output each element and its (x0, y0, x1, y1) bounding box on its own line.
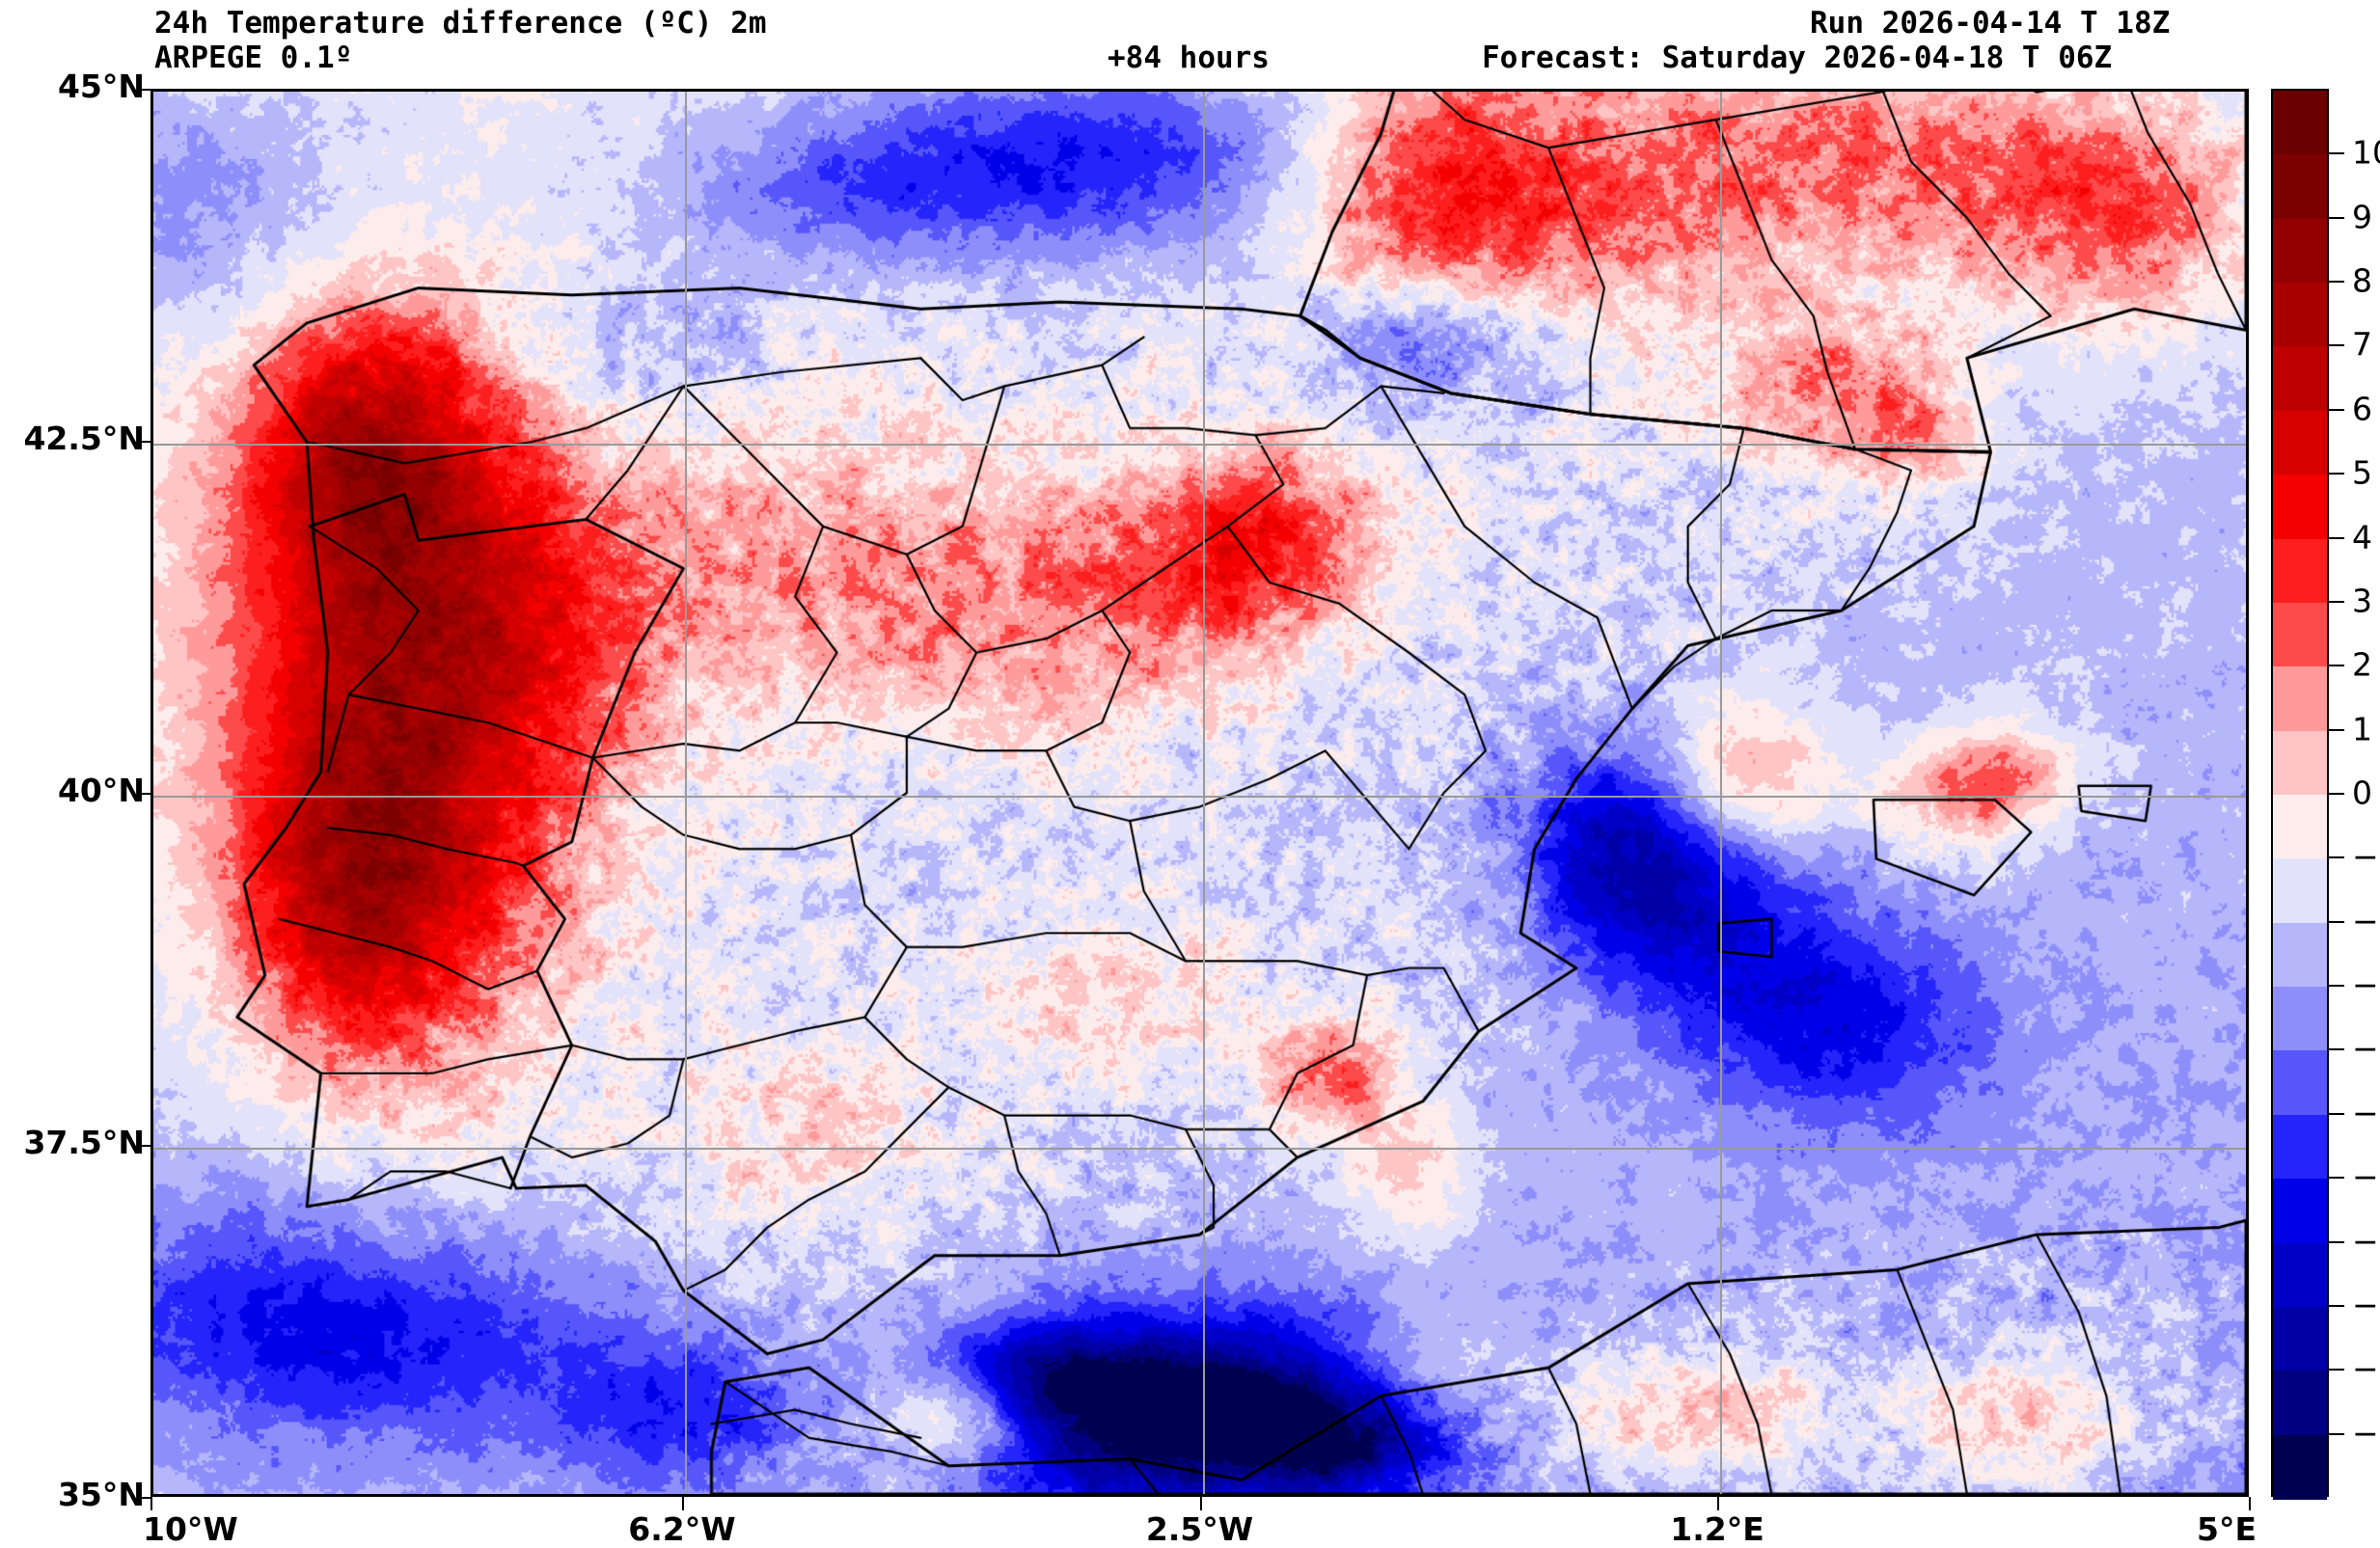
colorbar-tick-mark (2329, 281, 2344, 284)
y-axis-tick-label: 35°N (57, 1476, 145, 1513)
colorbar-segment (2273, 1242, 2327, 1308)
colorbar-tick-label: −3 (2352, 965, 2380, 1004)
colorbar-tick-mark (2329, 216, 2344, 219)
colorbar-tick-label: 3 (2352, 582, 2372, 620)
x-axis-tick-label: 6.2°W (628, 1510, 736, 1548)
colorbar-segment (2273, 602, 2327, 667)
colorbar-segment (2273, 283, 2327, 348)
colorbar-tick-mark (2329, 536, 2344, 539)
x-axis-tick-mark (1717, 1497, 1720, 1510)
colorbar-segment (2273, 91, 2327, 155)
model-label: ARPEGE 0.1º (154, 41, 353, 75)
y-axis-tick-mark (137, 793, 150, 795)
x-axis-tick-mark (150, 1497, 152, 1510)
y-axis-tick-label: 40°N (57, 772, 145, 809)
colorbar-gradient (2271, 89, 2329, 1500)
colorbar-segment (2273, 346, 2327, 412)
colorbar-segment (2273, 1179, 2327, 1244)
colorbar-segment (2273, 1371, 2327, 1436)
colorbar-tick-label: −9 (2352, 1349, 2380, 1388)
colorbar-tick-label: 6 (2352, 390, 2372, 428)
colorbar-segment (2273, 475, 2327, 540)
y-axis-tick-mark (137, 89, 150, 91)
y-axis-tick-label: 42.5°N (23, 420, 145, 457)
colorbar-tick-mark (2329, 1432, 2344, 1435)
colorbar-segment (2273, 1050, 2327, 1116)
colorbar-tick-mark (2329, 1240, 2344, 1243)
y-axis-tick-mark (137, 441, 150, 443)
colorbar-tick-mark (2329, 665, 2344, 667)
page-title: 24h Temperature difference (ºC) 2m (154, 6, 767, 41)
colorbar-segment (2273, 666, 2327, 732)
colorbar-tick-label: −2 (2352, 902, 2380, 940)
colorbar-segment (2273, 795, 2327, 859)
x-axis-tick-label: 2.5°W (1145, 1510, 1254, 1548)
colorbar-segment (2273, 1434, 2327, 1500)
colorbar-tick-label: 1 (2352, 710, 2372, 748)
colorbar-segment (2273, 858, 2327, 924)
colorbar-segment (2273, 1114, 2327, 1180)
y-axis-tick-label: 37.5°N (23, 1124, 145, 1161)
colorbar-tick-label: 5 (2352, 453, 2372, 492)
colorbar-tick-mark (2329, 856, 2344, 859)
y-axis-tick-mark (137, 1145, 150, 1147)
colorbar-tick-mark (2329, 985, 2344, 988)
colorbar-tick-label: 4 (2352, 518, 2372, 557)
colorbar-tick-label: −4 (2352, 1029, 2380, 1068)
colorbar-segment (2273, 410, 2327, 475)
colorbar-segment (2273, 987, 2327, 1052)
colorbar-tick-mark (2329, 728, 2344, 731)
x-axis-tick-mark (681, 1497, 684, 1510)
colorbar-tick-mark (2329, 1048, 2344, 1051)
lead-time-label: +84 hours (1108, 41, 1270, 75)
colorbar-tick-label: 7 (2352, 325, 2372, 364)
map-plot-area (150, 89, 2249, 1497)
colorbar-tick-label: 8 (2352, 261, 2372, 300)
colorbar-tick-label: −5 (2352, 1094, 2380, 1132)
colorbar-tick-label: 0 (2352, 774, 2372, 812)
temperature-difference-heatmap (153, 92, 2246, 1494)
x-axis-tick-label: 10°W (143, 1510, 238, 1548)
colorbar-segment (2273, 1306, 2327, 1371)
colorbar-tick-mark (2329, 600, 2344, 603)
colorbar-tick-mark (2329, 1304, 2344, 1307)
colorbar-tick-label: −7 (2352, 1222, 2380, 1261)
run-time-label: Run 2026-04-14 T 18Z (1810, 6, 2171, 41)
y-axis-tick-mark (137, 1497, 150, 1499)
colorbar-tick-mark (2329, 344, 2344, 347)
colorbar-tick-label: 2 (2352, 645, 2372, 684)
x-axis-tick-label: 5°E (2196, 1510, 2257, 1548)
colorbar-tick-label: −6 (2352, 1157, 2380, 1196)
colorbar-segment (2273, 154, 2327, 220)
colorbar-tick-label: 10 (2352, 133, 2380, 172)
colorbar-tick-label: −8 (2352, 1286, 2380, 1324)
colorbar-tick-mark (2329, 1369, 2344, 1371)
colorbar-segment (2273, 538, 2327, 604)
x-axis-tick-label: 1.2°E (1670, 1510, 1764, 1548)
colorbar-segment (2273, 730, 2327, 796)
forecast-time-label: Forecast: Saturday 2026-04-18 T 06Z (1482, 41, 2113, 75)
x-axis-tick-mark (2249, 1497, 2251, 1510)
colorbar-tick-label: −10 (2352, 1414, 2380, 1453)
colorbar-tick-mark (2329, 408, 2344, 411)
colorbar-tick-mark (2329, 152, 2344, 155)
colorbar-tick-mark (2329, 793, 2344, 795)
colorbar: 109876543210−1−2−3−4−5−6−7−8−9−10 (2271, 89, 2380, 1500)
colorbar-tick-mark (2329, 1112, 2344, 1115)
colorbar-tick-mark (2329, 473, 2344, 475)
colorbar-tick-label: −1 (2352, 837, 2380, 876)
colorbar-tick-mark (2329, 1177, 2344, 1180)
colorbar-tick-mark (2329, 920, 2344, 923)
colorbar-segment (2273, 218, 2327, 284)
colorbar-tick-label: 9 (2352, 198, 2372, 236)
colorbar-segment (2273, 922, 2327, 988)
x-axis-tick-mark (1199, 1497, 1202, 1510)
y-axis-tick-label: 45°N (57, 68, 145, 105)
